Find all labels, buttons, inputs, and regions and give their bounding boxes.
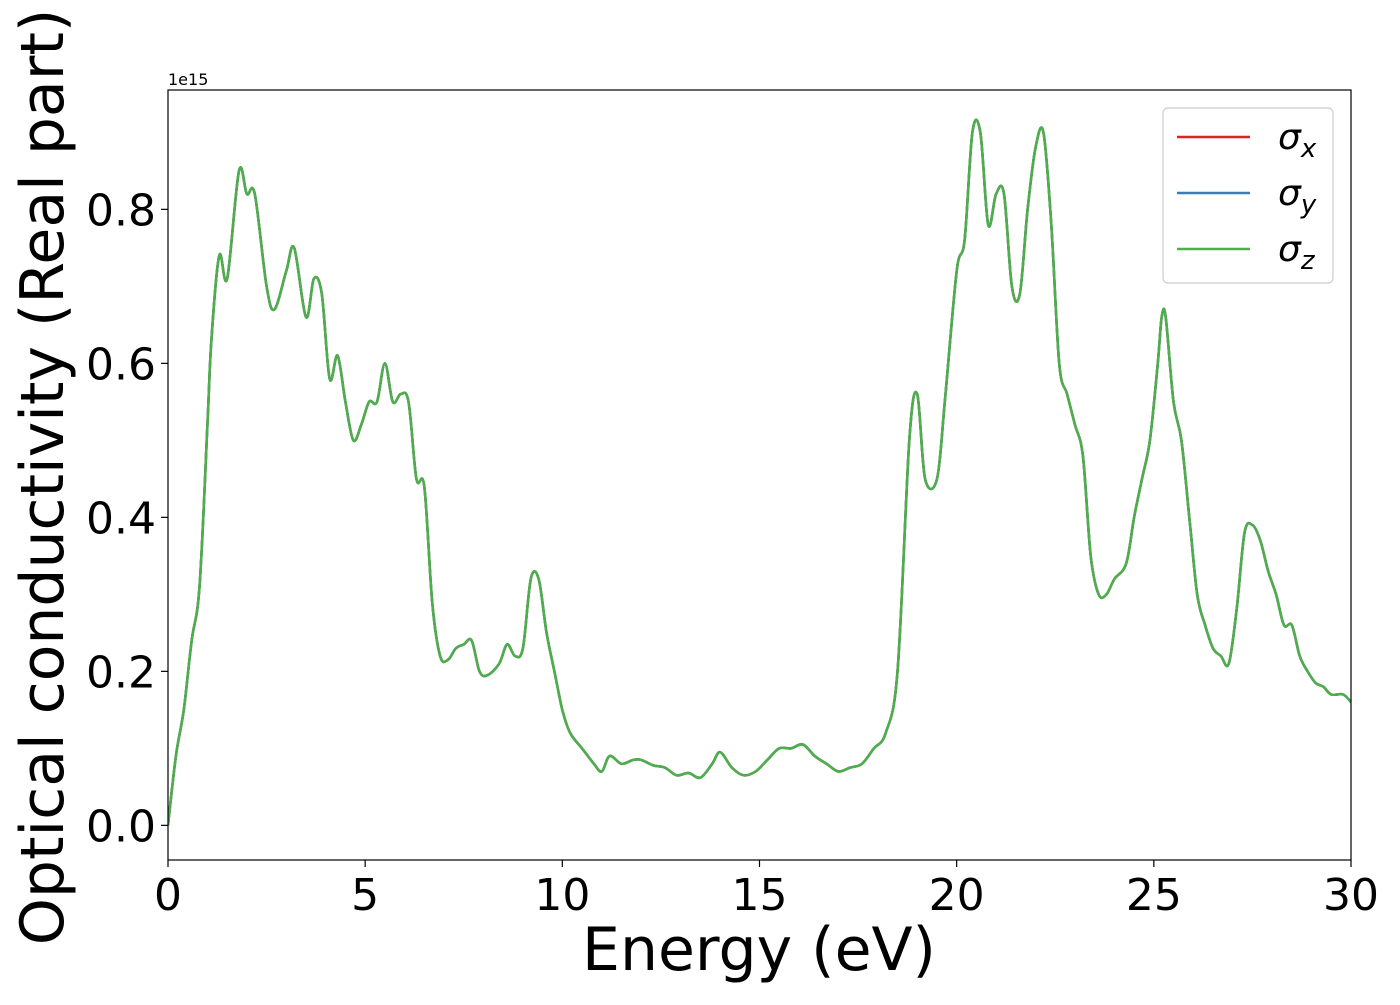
legend-symbol: σ <box>1278 117 1302 158</box>
x-axis-label: Energy (eV) <box>582 915 936 985</box>
x-tick-label: 15 <box>732 870 788 921</box>
y-offset-label: 1e15 <box>168 70 208 89</box>
legend-label-sigma-z: σz <box>1278 229 1316 276</box>
y-tick-label: 0.4 <box>86 493 156 544</box>
legend-label-sigma-y: σy <box>1278 173 1317 220</box>
legend-symbol: σ <box>1278 173 1302 214</box>
legend-label-sigma-x: σx <box>1278 117 1317 164</box>
legend-subscript: x <box>1300 134 1317 164</box>
x-tick-label: 10 <box>534 870 590 921</box>
y-axis: 0.0 0.2 0.4 0.6 0.8 <box>86 185 168 852</box>
x-tick-label: 25 <box>1126 870 1182 921</box>
legend-subscript: y <box>1300 190 1317 220</box>
x-axis: 0 5 10 15 20 25 30 <box>154 860 1379 921</box>
y-tick-label: 0.0 <box>86 801 156 852</box>
legend-symbol: σ <box>1278 229 1302 270</box>
series-layer <box>168 118 1351 826</box>
legend-subscript: z <box>1300 246 1316 276</box>
x-tick-label: 20 <box>929 870 985 921</box>
y-tick-label: 0.2 <box>86 647 156 698</box>
y-axis-label: Optical conductivity (Real part) <box>8 9 78 946</box>
series-line-sigma-z <box>168 118 1351 826</box>
x-tick-label: 5 <box>351 870 379 921</box>
legend-frame <box>1162 107 1334 284</box>
x-tick-label: 30 <box>1323 870 1379 921</box>
y-tick-label: 0.6 <box>86 339 156 390</box>
y-tick-label: 0.8 <box>86 185 156 236</box>
x-tick-label: 0 <box>154 870 182 921</box>
